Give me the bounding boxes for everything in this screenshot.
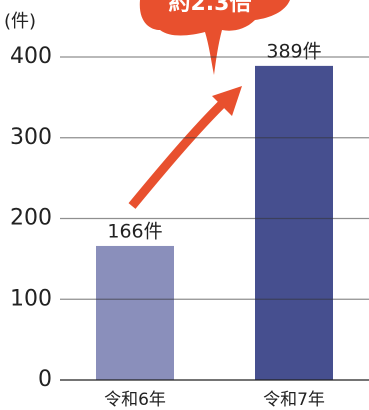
bar	[255, 65, 333, 380]
y-tick-label: 200	[10, 206, 52, 231]
bar	[96, 245, 174, 380]
y-tick-label: 300	[10, 125, 52, 150]
y-tick-label: 0	[38, 367, 52, 392]
value-label: 389件	[266, 40, 321, 62]
y-unit: (件)	[4, 11, 36, 32]
arrow	[128, 94, 232, 209]
x-tick-label: 令和7年	[263, 390, 325, 410]
y-tick-label: 400	[10, 44, 52, 69]
annotation: 約2.3倍	[169, 0, 252, 16]
x-tick-label: 令和6年	[104, 390, 166, 410]
value-label: 166件	[107, 220, 162, 242]
splash	[139, 0, 290, 75]
arrow-head	[212, 86, 242, 116]
y-tick-label: 100	[10, 286, 52, 311]
